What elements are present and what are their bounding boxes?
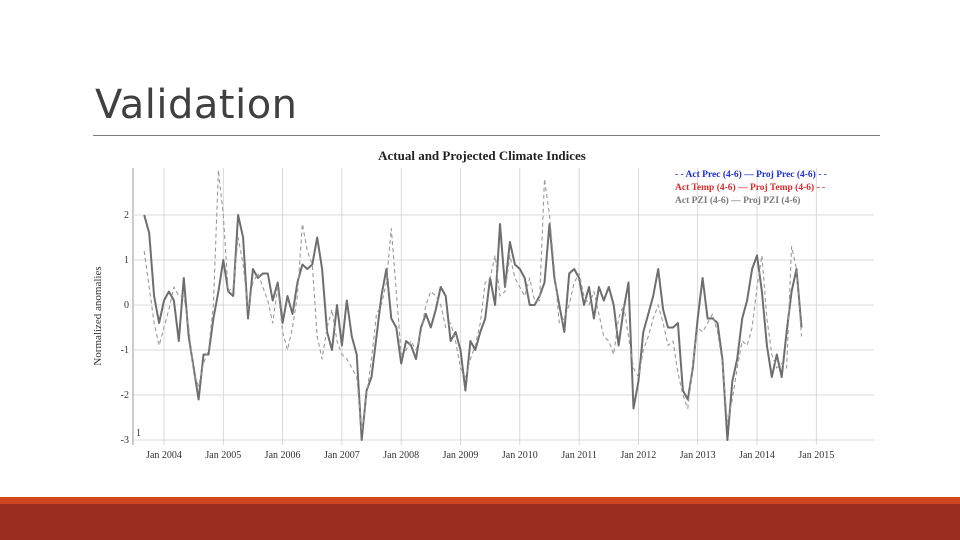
y-axis-label: Normalized anomalies (92, 266, 104, 365)
series-line-act-pzi (143, 169, 803, 432)
y-tick-label: -2 (121, 390, 129, 401)
x-tick-label: Jan 2008 (383, 450, 419, 461)
legend-entry: Act Temp (4-6) — Proj Temp (4-6) - - (675, 182, 825, 193)
x-tick-label: Jan 2005 (205, 450, 241, 461)
chart-legend: - - Act Prec (4-6) — Proj Prec (4-6) - -… (675, 169, 827, 206)
series-line-proj-pzi (143, 214, 803, 441)
slide-title: Validation (95, 82, 298, 128)
x-tick-label: Jan 2012 (620, 450, 656, 461)
footer-bar (0, 504, 960, 540)
x-tick-label: Jan 2011 (561, 450, 596, 461)
legend-entry: Act PZI (4-6) — Proj PZI (4-6) (675, 195, 800, 206)
y-tick-label: 0 (124, 300, 129, 311)
y-tick-label: -3 (121, 435, 129, 446)
x-tick-label: Jan 2013 (680, 450, 716, 461)
x-tick-label: Jan 2014 (739, 450, 775, 461)
y-tick-label: 2 (124, 210, 129, 221)
annotation-label: 1 (136, 428, 141, 439)
title-divider (93, 135, 880, 136)
x-tick-label: Jan 2004 (146, 450, 182, 461)
y-tick-label: -1 (121, 345, 129, 356)
x-tick-label: Jan 2015 (798, 450, 834, 461)
x-tick-label: Jan 2009 (443, 450, 479, 461)
x-tick-label: Jan 2010 (502, 450, 538, 461)
legend-entry: - - Act Prec (4-6) — Proj Prec (4-6) - - (675, 169, 827, 180)
x-tick-label: Jan 2006 (265, 450, 301, 461)
chart-title: Actual and Projected Climate Indices (378, 148, 586, 163)
footer-accent-bar (0, 497, 960, 504)
x-tick-label: Jan 2007 (324, 450, 360, 461)
y-tick-label: 1 (124, 255, 129, 266)
